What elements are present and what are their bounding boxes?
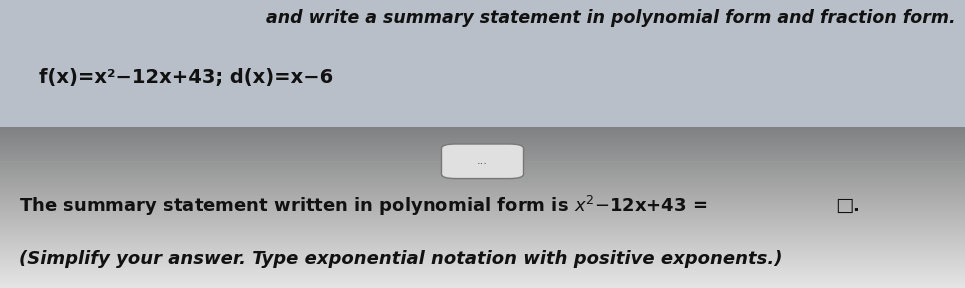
Text: The summary statement written in polynomial form is $x^{2}$$-$12x+43 =: The summary statement written in polynom… (19, 194, 709, 218)
Text: ...: ... (477, 156, 488, 166)
Text: (Simplify your answer. Type exponential notation with positive exponents.): (Simplify your answer. Type exponential … (19, 250, 783, 268)
FancyBboxPatch shape (0, 0, 965, 127)
Text: and write a summary statement in polynomial form and fraction form.: and write a summary statement in polynom… (265, 9, 955, 27)
FancyBboxPatch shape (441, 144, 523, 179)
Text: .: . (852, 197, 859, 215)
Text: f(x)=x²−12x+43; d(x)=x−6: f(x)=x²−12x+43; d(x)=x−6 (39, 68, 333, 87)
Text: □: □ (835, 196, 853, 215)
